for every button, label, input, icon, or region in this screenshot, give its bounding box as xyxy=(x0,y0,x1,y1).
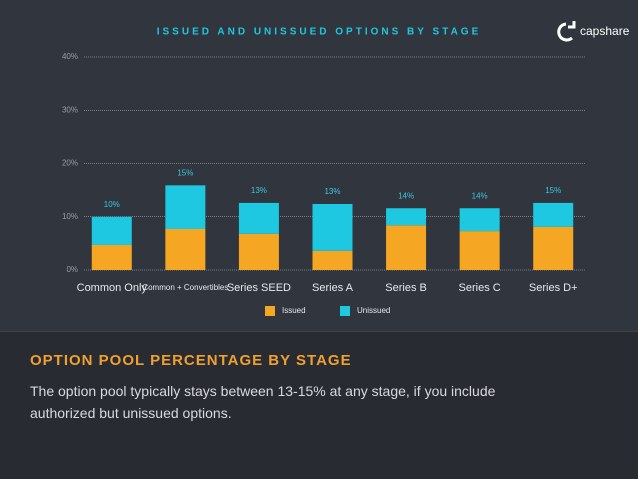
bar-segment xyxy=(386,225,427,270)
bar-segment xyxy=(91,216,132,245)
y-tick-label: 40% xyxy=(62,52,78,61)
chart: ISSUED AND UNISSUED OPTIONS BY STAGE cap… xyxy=(62,21,630,316)
value-label: 14% xyxy=(472,191,488,200)
bar-segment xyxy=(386,208,427,226)
value-label: 13% xyxy=(251,186,267,195)
legend-label: Unissued xyxy=(357,306,390,315)
bar-segment xyxy=(533,226,574,270)
x-tick-label: Common Only xyxy=(77,282,148,294)
x-tick-label: Series B xyxy=(385,282,427,294)
value-label: 13% xyxy=(324,187,340,196)
legend-swatch xyxy=(340,306,350,316)
bar-segment xyxy=(312,203,353,251)
chart-title: ISSUED AND UNISSUED OPTIONS BY STAGE xyxy=(157,27,482,38)
caption-panel: OPTION POOL PERCENTAGE BY STAGE The opti… xyxy=(0,331,638,479)
x-tick-label: Series SEED xyxy=(227,282,291,294)
x-tick-label: Series C xyxy=(459,282,501,294)
legend-swatch xyxy=(265,306,275,316)
y-tick-label: 10% xyxy=(62,212,78,221)
bar-segment xyxy=(238,202,279,234)
x-tick-label: Common + Convertibles xyxy=(142,283,228,292)
bar-segment xyxy=(533,202,574,227)
body-text: The option pool typically stays between … xyxy=(30,383,496,421)
logo-icon xyxy=(557,21,576,42)
logo: capshare xyxy=(580,24,630,38)
bar-segment xyxy=(165,185,206,229)
legend-label: Issued xyxy=(282,306,306,315)
bar-segment xyxy=(459,208,500,232)
value-label: 15% xyxy=(177,168,193,177)
bar-segment xyxy=(165,228,206,270)
bar-segment xyxy=(238,233,279,270)
bar-segment xyxy=(459,231,500,270)
bar-segment xyxy=(312,250,353,270)
x-tick-label: Series A xyxy=(312,282,354,294)
x-tick-label: Series D+ xyxy=(529,282,578,294)
y-tick-label: 30% xyxy=(62,105,78,114)
value-label: 15% xyxy=(545,186,561,195)
bar-segment xyxy=(91,244,132,270)
y-tick-label: 0% xyxy=(66,265,78,274)
value-label: 14% xyxy=(398,191,414,200)
y-tick-label: 20% xyxy=(62,159,78,168)
value-label: 10% xyxy=(104,200,120,209)
heading: OPTION POOL PERCENTAGE BY STAGE xyxy=(30,352,352,369)
